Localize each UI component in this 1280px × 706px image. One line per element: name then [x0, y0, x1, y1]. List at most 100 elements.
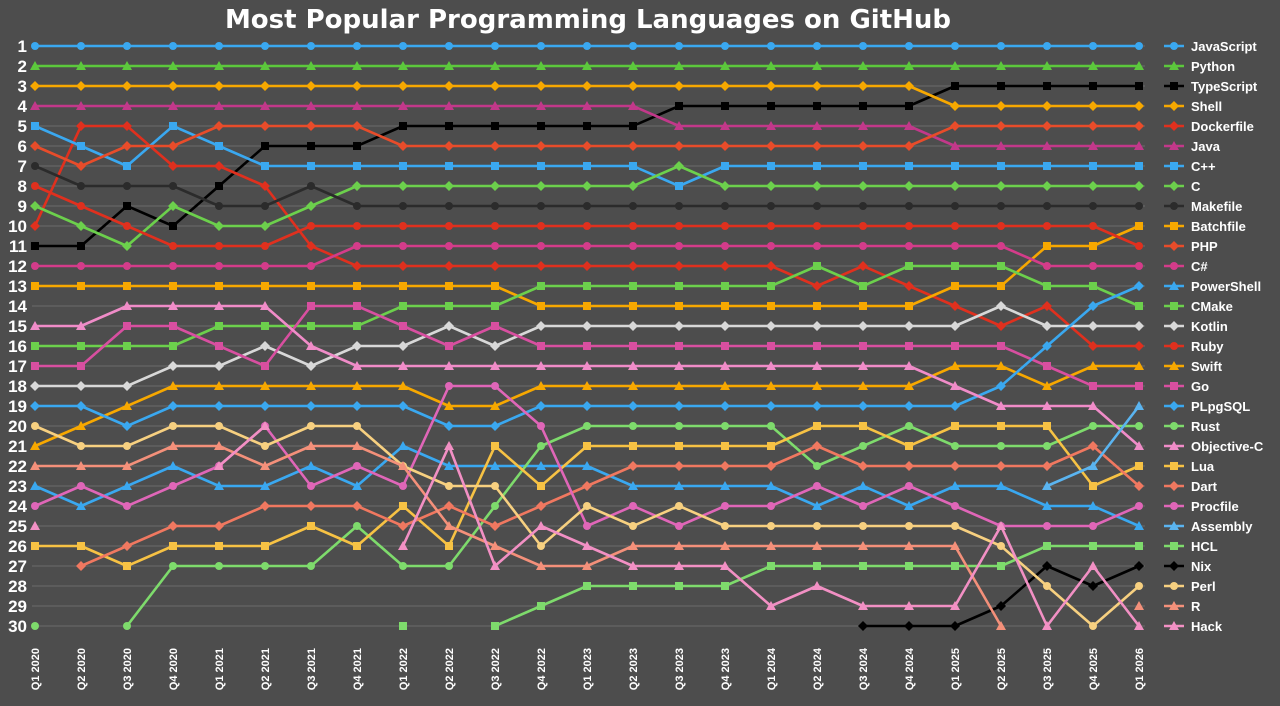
data-point — [675, 422, 683, 430]
legend-item: JavaScript — [1164, 39, 1257, 54]
data-point — [1089, 282, 1097, 290]
data-point — [767, 242, 775, 250]
data-point — [214, 81, 224, 91]
data-point — [122, 101, 132, 110]
data-point — [813, 42, 821, 50]
data-point — [490, 401, 500, 410]
data-point — [582, 541, 592, 550]
data-point — [491, 42, 499, 50]
data-point — [169, 242, 177, 250]
series-c- — [31, 122, 1143, 190]
data-point — [675, 182, 683, 190]
data-point — [720, 261, 730, 271]
data-point — [30, 221, 40, 231]
y-tick-label: 7 — [18, 157, 27, 176]
data-point — [123, 262, 131, 270]
data-point — [261, 262, 269, 270]
data-point — [812, 501, 822, 510]
legend-label: Dockerfile — [1191, 119, 1254, 134]
legend-item: C# — [1164, 259, 1208, 274]
data-point — [859, 282, 867, 290]
data-point — [76, 321, 86, 330]
data-point — [352, 401, 362, 411]
data-point — [122, 141, 132, 151]
data-point — [859, 342, 867, 350]
data-point — [582, 141, 592, 151]
legend-item: Objective-C — [1164, 439, 1264, 454]
data-point — [950, 541, 960, 550]
data-point — [215, 42, 223, 50]
data-point — [1043, 202, 1051, 210]
data-point — [1043, 282, 1051, 290]
data-point — [1043, 262, 1051, 270]
data-point — [674, 61, 684, 70]
data-point — [997, 342, 1005, 350]
data-point — [77, 182, 85, 190]
data-point — [720, 461, 730, 471]
data-point — [996, 461, 1006, 471]
data-point — [767, 282, 775, 290]
data-point — [1134, 341, 1144, 351]
legend-item: Hack — [1164, 619, 1223, 634]
data-point — [31, 122, 39, 130]
data-point — [766, 381, 776, 390]
data-point — [261, 242, 269, 250]
data-point — [169, 562, 177, 570]
series-go — [31, 302, 1143, 390]
data-point — [1088, 401, 1098, 410]
data-point — [675, 442, 683, 450]
data-point — [215, 262, 223, 270]
data-point — [951, 502, 959, 510]
data-point — [214, 101, 224, 110]
data-point — [260, 101, 270, 110]
data-point — [399, 42, 407, 50]
data-point — [122, 481, 132, 490]
data-point — [537, 442, 545, 450]
data-point — [353, 302, 361, 310]
series-kotlin — [30, 301, 1144, 391]
legend-marker — [1170, 342, 1178, 350]
data-point — [490, 541, 500, 550]
data-point — [1088, 181, 1098, 191]
data-point — [307, 42, 315, 50]
series-powershell — [30, 441, 1144, 530]
data-point — [490, 461, 500, 470]
data-point — [31, 282, 39, 290]
data-point — [1089, 82, 1097, 90]
legend-item: Makefile — [1164, 199, 1242, 214]
data-point — [536, 461, 546, 470]
data-point — [214, 121, 224, 131]
data-point — [214, 161, 224, 171]
data-point — [858, 461, 868, 471]
data-point — [996, 101, 1006, 111]
data-point — [260, 341, 270, 351]
data-point — [858, 601, 868, 610]
data-point — [582, 61, 592, 70]
x-tick-label: Q4 2025 — [1088, 648, 1100, 690]
data-point — [444, 321, 454, 331]
y-tick-label: 16 — [8, 337, 27, 356]
data-point — [951, 202, 959, 210]
data-point — [1089, 42, 1097, 50]
data-point — [583, 502, 591, 510]
data-point — [1089, 262, 1097, 270]
data-point — [767, 202, 775, 210]
data-point — [536, 501, 546, 511]
data-point — [858, 321, 868, 331]
data-point — [766, 261, 776, 271]
legend-item: PowerShell — [1164, 279, 1261, 294]
data-point — [31, 262, 39, 270]
data-point — [260, 61, 270, 70]
data-point — [444, 521, 454, 530]
legend-marker — [1169, 281, 1179, 290]
legend-marker — [1169, 601, 1179, 610]
data-point — [1089, 422, 1097, 430]
data-point — [398, 341, 408, 351]
data-point — [675, 502, 683, 510]
data-point — [951, 522, 959, 530]
data-point — [398, 181, 408, 191]
data-point — [123, 322, 131, 330]
data-point — [859, 162, 867, 170]
data-point — [720, 81, 730, 91]
data-point — [812, 321, 822, 331]
